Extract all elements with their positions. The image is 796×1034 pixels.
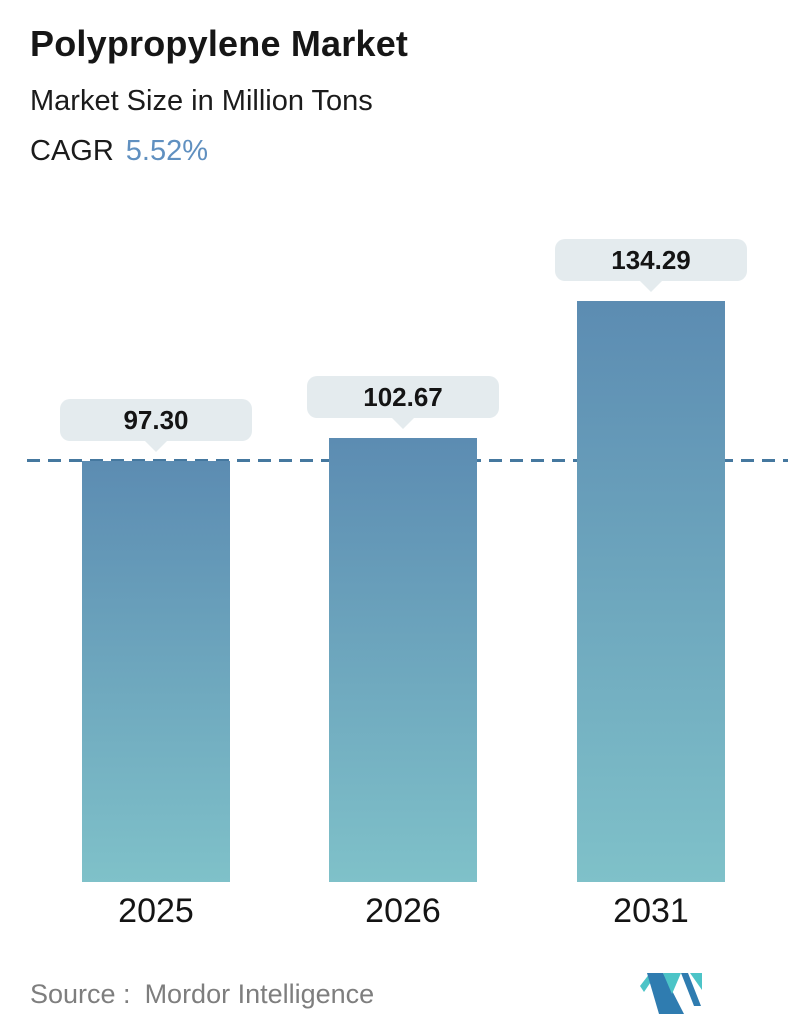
cagr-label: CAGR [30,135,114,167]
value-callout-2031: 134.29 [555,239,747,292]
callout-pointer [145,441,167,452]
x-axis-label-2026: 2026 [365,892,441,930]
logo-shape-teal-mid [663,973,681,994]
cagr-value: 5.52% [125,135,209,167]
logo-shape-blue-left [647,973,684,1014]
source-value: Mordor Intelligence [144,979,375,1009]
value-label: 102.67 [363,382,443,412]
cagr-line: CAGR 5.52% [30,135,209,168]
callout-pointer [640,281,662,292]
bar-2026 [329,438,477,882]
logo-shape-blue-right [681,973,701,1006]
value-callout-2026: 102.67 [307,376,499,429]
bar-2031 [577,301,725,882]
callout-pointer [392,418,414,429]
source-label: Source : [30,979,131,1009]
mordor-intelligence-logo [640,973,702,1014]
value-label: 134.29 [611,245,691,275]
value-callout-2025: 97.30 [60,399,252,452]
chart-title: Polypropylene Market [30,23,409,64]
source-line: Source : Mordor Intelligence [30,978,374,1010]
x-axis-label-2025: 2025 [118,892,194,930]
x-axis-label-2031: 2031 [613,892,689,930]
logo-shape-teal-right [690,973,702,990]
value-label: 97.30 [123,405,189,435]
chart-subtitle: Market Size in Million Tons [30,85,373,117]
bar-2025 [82,461,230,882]
